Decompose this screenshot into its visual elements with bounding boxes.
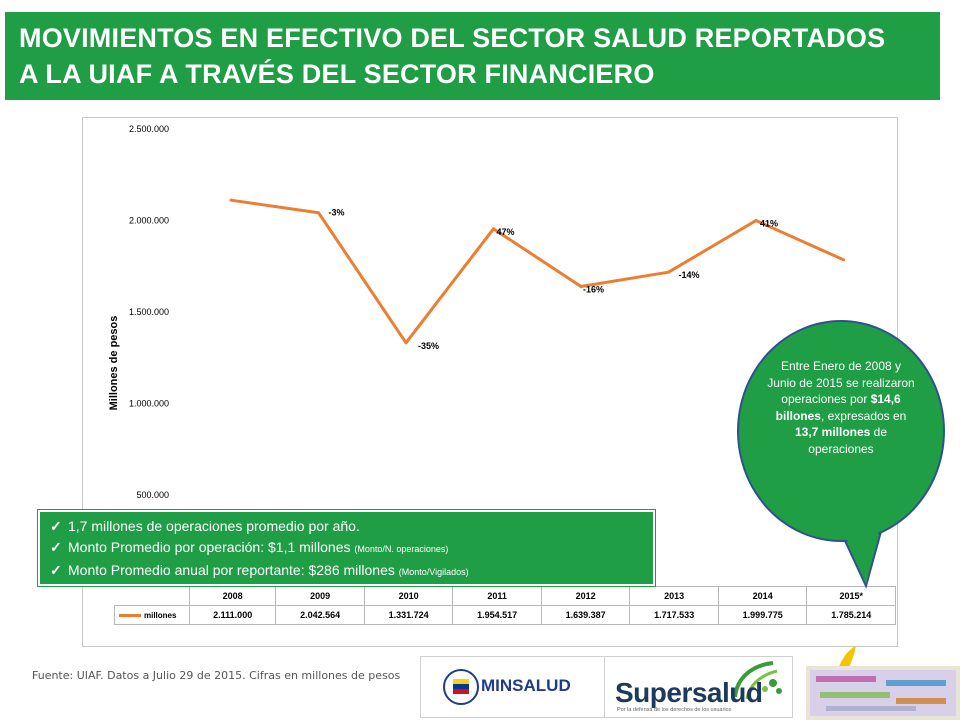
legend-swatch [119, 613, 141, 617]
bullet-item: ✓ Monto Promedio anual por reportante: $2… [50, 560, 643, 583]
callout-count: 13,7 millones [794, 425, 871, 439]
table-year-cell: 2009 [275, 586, 365, 606]
table-value-cell: 1.331.724 [363, 605, 454, 625]
callout-bubble [737, 320, 945, 542]
bullet-note: (Monto/N. operaciones) [354, 544, 449, 554]
checkmark-icon: ✓ [50, 539, 62, 555]
bullet-text: Monto Promedio anual por reportante: $28… [68, 562, 399, 578]
supersalud-emblem-icon [733, 661, 782, 700]
callout-text: Entre Enero de 2008 y Junio de 2015 se r… [765, 358, 917, 457]
summary-bullet-box: ✓ 1,7 millones de operaciones promedio po… [38, 510, 655, 586]
supersalud-tagline: Por la defensa de los derechos de los us… [617, 707, 732, 713]
bullet-note: (Monto/Vigilados) [398, 567, 469, 577]
checkmark-icon: ✓ [50, 562, 62, 578]
table-year-cell: 2013 [629, 586, 719, 606]
title-banner: MOVIMIENTOS EN EFECTIVO DEL SECTOR SALUD… [5, 12, 940, 100]
table-year-cell: 2010 [363, 586, 454, 606]
table-corner [114, 586, 190, 606]
legend-label: millones [144, 610, 177, 620]
colombia-shield-icon [443, 669, 479, 705]
source-note: Fuente: UIAF. Datos a Julio 29 de 2015. … [32, 669, 401, 682]
table-value-cell: 2.042.564 [275, 605, 365, 625]
bullet-item: ✓ Monto Promedio por operación: $1,1 mill… [50, 537, 643, 560]
callout-amount: $14,6 billones [775, 392, 901, 423]
callout-line: de operaciones [808, 425, 888, 456]
table-value-cell: 1.785.214 [806, 605, 896, 625]
bullet-item: ✓ 1,7 millones de operaciones promedio po… [50, 516, 643, 537]
callout-line: Entre Enero de 2008 y Junio de 2015 se r… [767, 359, 915, 406]
page-title-line-2: A LA UIAF A TRAVÉS DEL SECTOR FINANCIERO [19, 59, 655, 89]
table-value-cell: 1.999.775 [717, 605, 808, 625]
data-table: 2008 2009 2010 2011 2012 2013 2014 2015*… [114, 586, 896, 625]
data-point [667, 270, 670, 274]
data-point [492, 227, 495, 231]
callout-line: , expresados en [820, 408, 907, 423]
data-point [317, 211, 320, 215]
table-year-cell: 2012 [540, 586, 631, 606]
y-tick-label: 2.500.000 [129, 124, 169, 134]
minsalud-wordmark: MINSALUD [481, 676, 571, 695]
supersalud-wordmark: Supersalud [615, 677, 763, 708]
table-year-cell: 2008 [188, 586, 277, 606]
bullet-text: Monto Promedio por operación: $1,1 millo… [68, 539, 355, 555]
table-year-cell: 2011 [452, 586, 542, 606]
data-label: -16% [583, 284, 604, 294]
checkmark-icon: ✓ [50, 518, 62, 534]
table-value-cell: 1.639.387 [540, 605, 631, 625]
y-tick-label: 1.000.000 [129, 399, 169, 409]
table-year-cell: 2014 [717, 586, 808, 606]
table-value-cell: 1.954.517 [452, 605, 542, 625]
supersalud-logo: Supersalud Por la defensa de los derecho… [604, 656, 793, 718]
decorative-logo [806, 646, 960, 720]
page-title-line-1: MOVIMIENTOS EN EFECTIVO DEL SECTOR SALUD… [19, 23, 886, 53]
bullet-text: 1,7 millones de operaciones promedio por… [68, 518, 360, 534]
table-year-cell: 2015* [806, 586, 896, 606]
minsalud-logo: MINSALUD [420, 656, 604, 718]
table-value-cell: 2.111.000 [188, 605, 277, 625]
table-value-cell: 1.717.533 [629, 605, 719, 625]
data-label: -14% [679, 270, 700, 280]
data-point [842, 258, 845, 262]
line-chart: 500.000 1.000.000 1.500.000 2.000.000 2.500.… [108, 124, 845, 500]
data-label: -35% [418, 341, 439, 351]
table-row: millones 2.111.000 2.042.564 1.331.724 1… [114, 605, 896, 625]
y-tick-label: 2.000.000 [129, 216, 169, 226]
data-label: 47% [497, 227, 515, 237]
y-axis-label: Millones de pesos [108, 316, 120, 411]
legend-entry: millones [114, 605, 190, 625]
data-point [404, 341, 408, 345]
data-label: -3% [329, 208, 345, 218]
data-point [579, 284, 583, 288]
series-line [230, 198, 845, 345]
data-point [229, 198, 233, 202]
y-tick-label: 1.500.000 [129, 307, 169, 317]
data-label: 41% [760, 219, 778, 229]
table-header-row: 2008 2009 2010 2011 2012 2013 2014 2015* [114, 586, 896, 606]
y-tick-label: 500.000 [136, 490, 169, 500]
data-point [754, 219, 758, 223]
